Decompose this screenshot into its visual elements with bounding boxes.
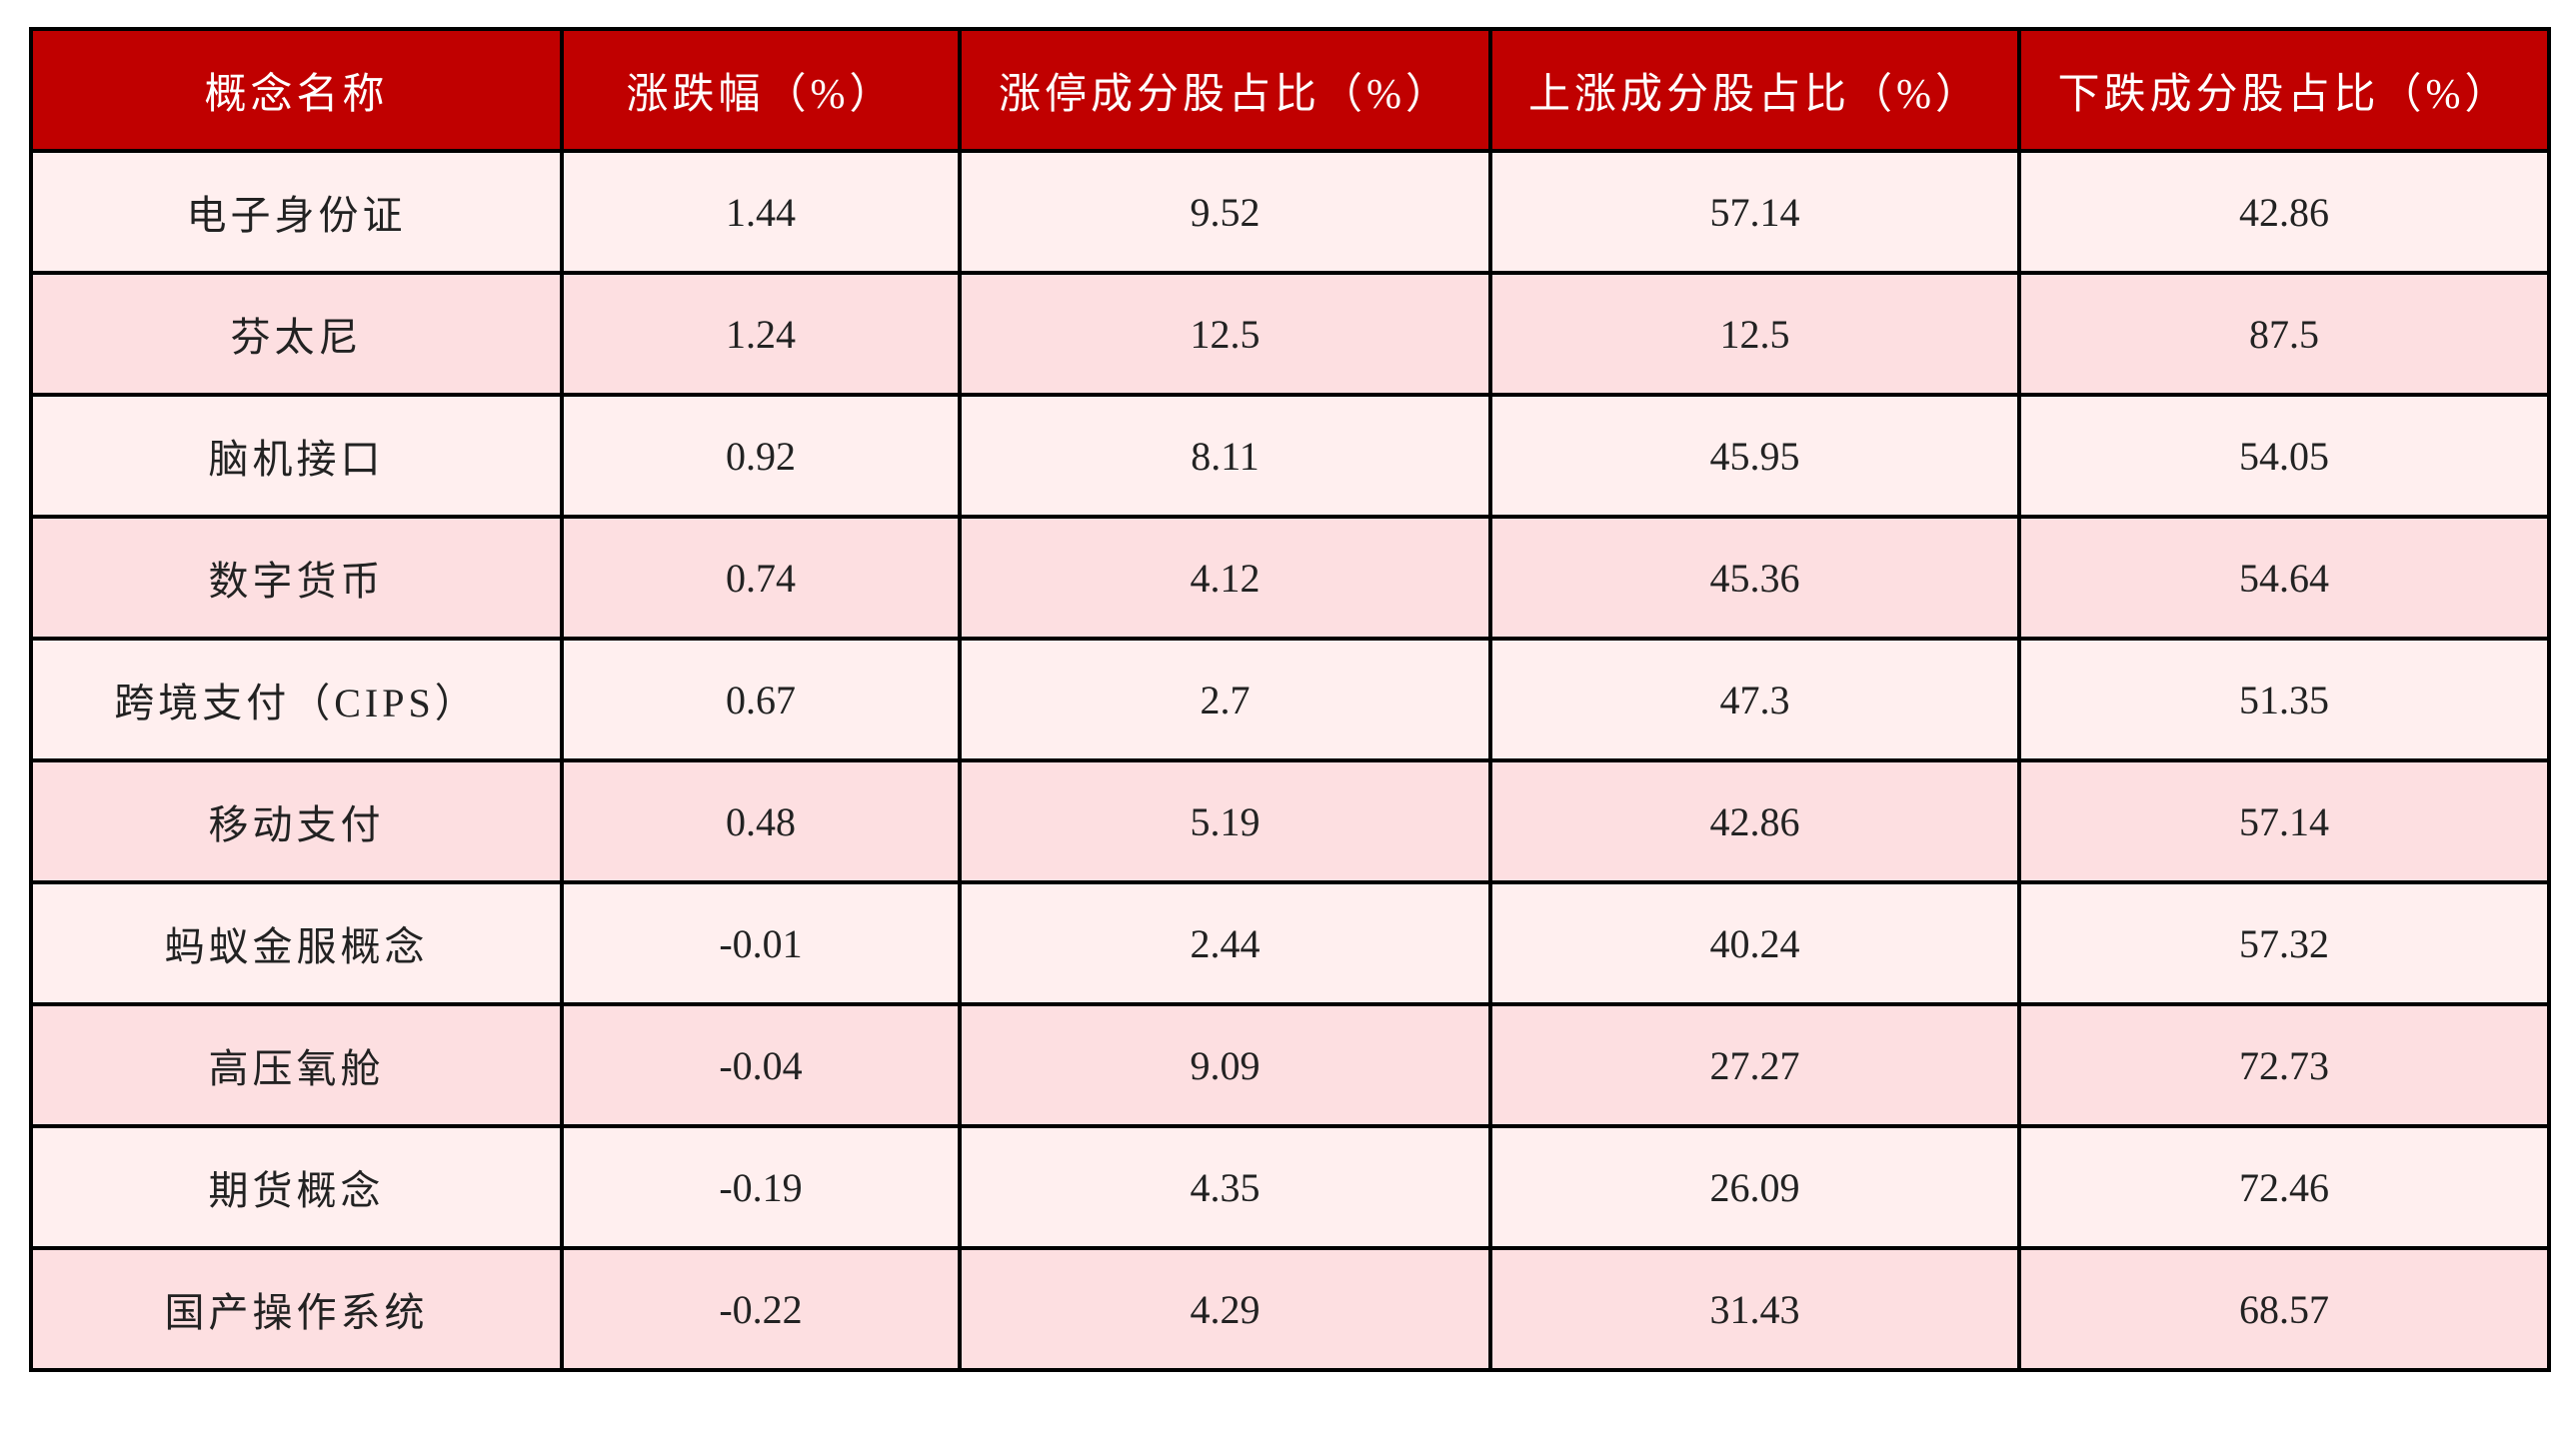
cell-rise-ratio: 12.5	[1488, 271, 2021, 397]
table-row: 芬太尼 1.24 12.5 12.5 87.5	[29, 271, 2551, 397]
cell-concept-name: 数字货币	[29, 515, 564, 641]
cell-concept-name: 芬太尼	[29, 271, 564, 397]
cell-concept-name: 脑机接口	[29, 393, 564, 519]
table-row: 国产操作系统 -0.22 4.29 31.43 68.57	[29, 1246, 2551, 1372]
cell-fall-ratio: 72.46	[2017, 1124, 2551, 1250]
cell-fall-ratio: 68.57	[2017, 1246, 2551, 1372]
cell-limit-up-ratio: 4.12	[958, 515, 1492, 641]
cell-fall-ratio: 42.86	[2017, 149, 2551, 275]
header-row: 概念名称 涨跌幅（%） 涨停成分股占比（%） 上涨成分股占比（%） 下跌成分股占比（%）	[29, 27, 2551, 153]
cell-rise-ratio: 45.95	[1488, 393, 2021, 519]
concept-performance-table: 概念名称 涨跌幅（%） 涨停成分股占比（%） 上涨成分股占比（%） 下跌成分股占比（%）…	[29, 27, 2551, 1372]
header-change-pct: 涨跌幅（%）	[560, 27, 962, 153]
cell-limit-up-ratio: 9.09	[958, 1002, 1492, 1128]
cell-concept-name: 蚂蚁金服概念	[29, 880, 564, 1006]
cell-limit-up-ratio: 12.5	[958, 271, 1492, 397]
cell-rise-ratio: 45.36	[1488, 515, 2021, 641]
header-concept-name: 概念名称	[29, 27, 564, 153]
cell-fall-ratio: 87.5	[2017, 271, 2551, 397]
cell-change-pct: 0.48	[560, 758, 962, 884]
cell-limit-up-ratio: 8.11	[958, 393, 1492, 519]
cell-change-pct: 1.44	[560, 149, 962, 275]
cell-rise-ratio: 42.86	[1488, 758, 2021, 884]
cell-concept-name: 移动支付	[29, 758, 564, 884]
table-row: 脑机接口 0.92 8.11 45.95 54.05	[29, 393, 2551, 519]
cell-change-pct: -0.04	[560, 1002, 962, 1128]
cell-rise-ratio: 40.24	[1488, 880, 2021, 1006]
table-row: 电子身份证 1.44 9.52 57.14 42.86	[29, 149, 2551, 275]
header-rise-ratio: 上涨成分股占比（%）	[1488, 27, 2021, 153]
cell-change-pct: -0.22	[560, 1246, 962, 1372]
cell-change-pct: 1.24	[560, 271, 962, 397]
cell-fall-ratio: 54.05	[2017, 393, 2551, 519]
cell-concept-name: 期货概念	[29, 1124, 564, 1250]
table-row: 蚂蚁金服概念 -0.01 2.44 40.24 57.32	[29, 880, 2551, 1006]
table-row: 跨境支付（CIPS） 0.67 2.7 47.3 51.35	[29, 637, 2551, 762]
cell-change-pct: 0.67	[560, 637, 962, 762]
cell-limit-up-ratio: 4.29	[958, 1246, 1492, 1372]
cell-concept-name: 电子身份证	[29, 149, 564, 275]
cell-limit-up-ratio: 2.7	[958, 637, 1492, 762]
cell-rise-ratio: 47.3	[1488, 637, 2021, 762]
table-row: 期货概念 -0.19 4.35 26.09 72.46	[29, 1124, 2551, 1250]
header-fall-ratio: 下跌成分股占比（%）	[2017, 27, 2551, 153]
cell-fall-ratio: 57.14	[2017, 758, 2551, 884]
cell-concept-name: 国产操作系统	[29, 1246, 564, 1372]
table-row: 移动支付 0.48 5.19 42.86 57.14	[29, 758, 2551, 884]
cell-concept-name: 高压氧舱	[29, 1002, 564, 1128]
cell-fall-ratio: 57.32	[2017, 880, 2551, 1006]
cell-rise-ratio: 26.09	[1488, 1124, 2021, 1250]
cell-change-pct: -0.19	[560, 1124, 962, 1250]
cell-rise-ratio: 57.14	[1488, 149, 2021, 275]
cell-limit-up-ratio: 9.52	[958, 149, 1492, 275]
cell-concept-name: 跨境支付（CIPS）	[29, 637, 564, 762]
header-limit-up-ratio: 涨停成分股占比（%）	[958, 27, 1492, 153]
cell-fall-ratio: 51.35	[2017, 637, 2551, 762]
table-row: 高压氧舱 -0.04 9.09 27.27 72.73	[29, 1002, 2551, 1128]
cell-change-pct: -0.01	[560, 880, 962, 1006]
cell-limit-up-ratio: 4.35	[958, 1124, 1492, 1250]
table-row: 数字货币 0.74 4.12 45.36 54.64	[29, 515, 2551, 641]
cell-change-pct: 0.74	[560, 515, 962, 641]
cell-fall-ratio: 54.64	[2017, 515, 2551, 641]
cell-fall-ratio: 72.73	[2017, 1002, 2551, 1128]
cell-rise-ratio: 31.43	[1488, 1246, 2021, 1372]
cell-rise-ratio: 27.27	[1488, 1002, 2021, 1128]
cell-limit-up-ratio: 2.44	[958, 880, 1492, 1006]
cell-limit-up-ratio: 5.19	[958, 758, 1492, 884]
cell-change-pct: 0.92	[560, 393, 962, 519]
